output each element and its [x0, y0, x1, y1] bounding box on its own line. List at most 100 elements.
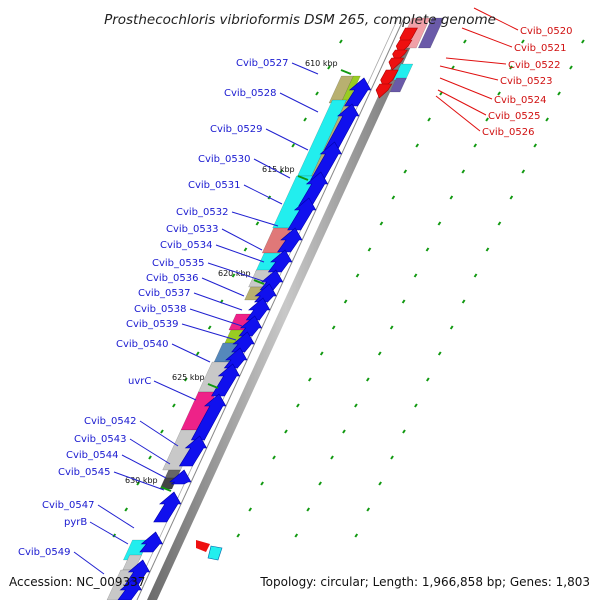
gene-label-Cvib_0536: Cvib_0536 [146, 273, 198, 284]
gc-skew-mark-2-248 [425, 247, 430, 252]
gc-skew-mark-1-144 [415, 143, 420, 148]
gc-skew-mark-2-144 [473, 143, 478, 148]
gc-skew-mark-1-170 [403, 169, 408, 174]
forward-cds-19 [123, 559, 151, 587]
gene-leader-right-5 [437, 89, 487, 116]
gc-skew-mark-1-430 [284, 429, 288, 434]
forward-cds-20 [117, 577, 142, 600]
forward-cds-18 [139, 531, 164, 553]
gene-label-pyrB: pyrB [64, 517, 87, 528]
reverse-cds-3 [388, 57, 405, 71]
gene-label-Cvib_0521: Cvib_0521 [514, 43, 566, 54]
forward-cds-11 [231, 331, 255, 353]
gene-label-Cvib_0535: Cvib_0535 [152, 258, 204, 269]
gc-skew-mark-0-144 [291, 143, 296, 148]
gc-skew-mark-2-92 [497, 91, 501, 96]
gc-skew-mark-3-144 [533, 143, 538, 148]
gene-label-Cvib_0522: Cvib_0522 [508, 60, 560, 71]
gc-skew-mark-3-430 [402, 429, 406, 434]
gene-leader-19 [97, 504, 135, 529]
forward-cds-4 [287, 197, 317, 231]
forward-cds-8 [254, 283, 277, 303]
gene-label-Cvib_0533: Cvib_0533 [166, 224, 218, 235]
gc-skew-mark-1-300 [343, 299, 348, 304]
gene-label-Cvib_0544: Cvib_0544 [66, 450, 118, 461]
gene-leader-8 [207, 262, 267, 283]
gc-skew-mark-2-326 [389, 325, 394, 330]
gene-leader-9 [201, 277, 245, 297]
cog-block-19 [106, 569, 136, 600]
gc-skew-mark-1-404 [296, 403, 300, 408]
gene-label-Cvib_0529: Cvib_0529 [210, 124, 262, 135]
gc-skew-mark-2-300 [401, 299, 406, 304]
gc-skew-mark-2-534 [294, 533, 299, 538]
gene-label-Cvib_0527: Cvib_0527 [236, 58, 288, 69]
gc-skew-mark-1-92 [439, 91, 443, 96]
gene-leader-16 [129, 438, 171, 465]
scale-label-1: 615 kbp [262, 165, 295, 174]
gc-skew-mark-2-430 [342, 429, 346, 434]
gc-skew-mark-0-456 [148, 455, 152, 460]
gc-skew-mark-2-456 [330, 455, 334, 460]
gene-label-Cvib_0530: Cvib_0530 [198, 154, 250, 165]
forward-cds-0 [344, 77, 372, 107]
gene-leader-13 [171, 343, 211, 363]
gc-skew-mark-0-40 [339, 39, 343, 44]
gc-skew-mark-3-222 [497, 221, 502, 226]
gene-label-Cvib_0525: Cvib_0525 [488, 111, 540, 122]
gc-skew-mark-2-482 [318, 481, 322, 486]
gc-skew-mark-0-248 [243, 247, 248, 252]
gc-skew-mark-1-40 [463, 39, 467, 44]
gc-skew-mark-3-300 [461, 299, 466, 304]
gene-leader-17 [121, 454, 167, 479]
gene-leader-right-6 [435, 95, 481, 132]
gc-skew-mark-3-456 [390, 455, 394, 460]
scale-label-0: 610 kbp [305, 59, 338, 68]
gene-leader-18 [113, 471, 165, 491]
left-gene-labels: Cvib_0527 Cvib_0528 Cvib_0529 Cvib_0530 Cvib… [18, 58, 319, 575]
reverse-cds-5 [375, 83, 393, 99]
genome-title: Prosthecochloris vibrioformis DSM 265, c… [104, 12, 496, 28]
gene-label-Cvib_0534: Cvib_0534 [160, 240, 212, 251]
gene-label-Cvib_0539: Cvib_0539 [126, 319, 178, 330]
gc-skew-mark-3-378 [425, 377, 430, 382]
gene-leader-7 [215, 244, 265, 263]
gc-skew-mark-2-508 [306, 507, 311, 512]
gene-label-Cvib_0526: Cvib_0526 [482, 127, 534, 138]
forward-cds-2 [310, 141, 342, 181]
gene-leader-0 [291, 62, 319, 75]
gc-skew-mark-0-378 [183, 377, 188, 382]
gene-leader-right-4 [439, 77, 493, 100]
gc-skew-mark-3-404 [414, 403, 418, 408]
gc-skew-mark-0-482 [136, 481, 140, 486]
gene-leader-11 [189, 308, 243, 327]
gene-leader-5 [231, 211, 279, 227]
accession-text: Accession: NC_009337 [9, 575, 145, 589]
forward-cds-15 [178, 435, 208, 467]
gc-skew-mark-2-196 [449, 195, 454, 200]
gene-label-Cvib_0547: Cvib_0547 [42, 500, 94, 511]
gene-label-Cvib_0538: Cvib_0538 [134, 304, 186, 315]
gene-label-Cvib_0545: Cvib_0545 [58, 467, 110, 478]
gene-leader-12 [181, 323, 237, 341]
gc-skew-mark-3-534 [354, 533, 359, 538]
scale-labels: 610 kbp 615 kbp 620 kbp 625 kbp 630 kbp [125, 59, 352, 492]
gc-skew-mark-3-508 [366, 507, 371, 512]
gc-skew-mark-0-274 [231, 273, 236, 278]
gc-skew-mark-0-404 [172, 403, 176, 408]
gc-skew-mark-3-118 [545, 117, 549, 122]
gene-leader-10 [193, 292, 243, 311]
gc-skew-mark-3-248 [485, 247, 490, 252]
gc-skew-mark-0-222 [255, 221, 260, 226]
scale-tick-0 [340, 69, 352, 75]
forward-cds-10 [238, 315, 263, 337]
gene-leader-right-0 [473, 7, 519, 31]
gc-skew-mark-1-196 [391, 195, 396, 200]
gene-leader-4 [243, 184, 283, 205]
gc-skew-mark-1-482 [260, 481, 264, 486]
forward-cds-12 [223, 347, 248, 369]
gene-leader-21 [73, 551, 105, 575]
gc-skew-mark-3-92 [557, 91, 561, 96]
genome-summary-text: Topology: circular; Length: 1,966,858 bp… [259, 575, 590, 589]
